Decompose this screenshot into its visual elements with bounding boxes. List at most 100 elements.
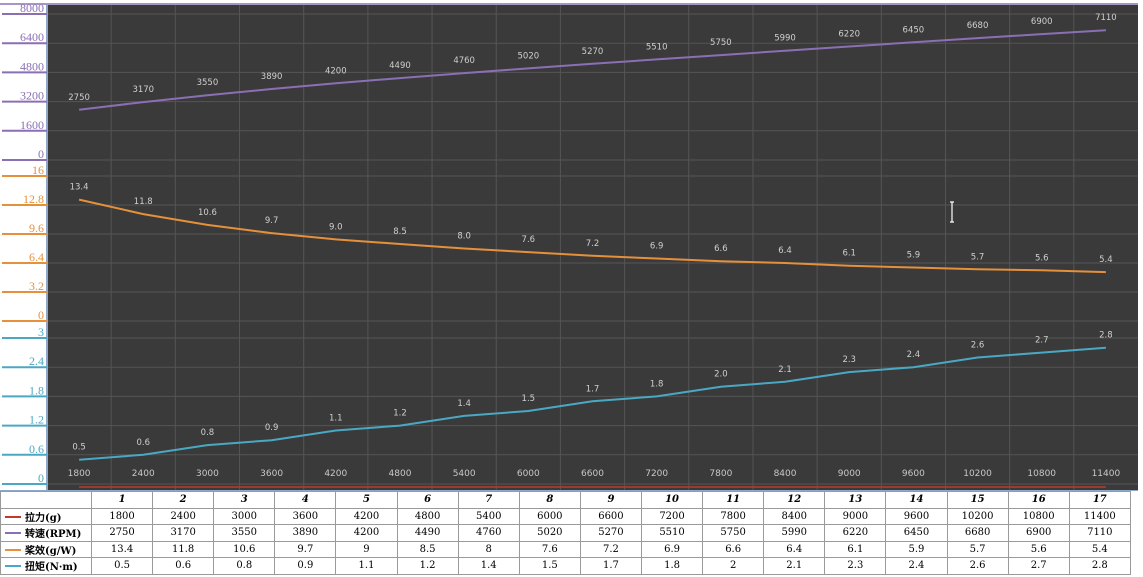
plot-background [47,5,1138,490]
legend-swatch [5,515,21,518]
data-label: 8.5 [393,227,407,237]
table-cell: 5510 [640,524,704,542]
x-tick-label: 4200 [324,469,347,479]
column-header: 14 [885,491,948,509]
data-label: 5.6 [1035,253,1049,263]
x-tick-label: 4800 [389,469,412,479]
column-header: 17 [1068,491,1131,509]
y-tick-label: 0 [38,308,44,322]
table-cell: 4760 [457,524,520,542]
table-cell: 2750 [90,524,154,542]
text-cursor-icon [950,201,954,223]
x-tick-label: 10800 [1027,469,1056,479]
table-cell: 5750 [702,524,765,542]
data-label: 5510 [646,42,668,52]
table-cell: 3000 [213,507,276,525]
column-header: 16 [1007,491,1070,509]
y-tick-label: 2.4 [29,354,44,368]
y-tick-label: 0 [38,471,44,485]
data-label: 6450 [903,25,925,35]
x-tick-label: 3600 [260,469,283,479]
data-label: 2.7 [1035,336,1049,346]
row-label: 拉力(g) [25,512,62,524]
table-corner-cell [0,491,92,509]
data-label: 10.6 [198,208,217,218]
table-cell: 11400 [1068,507,1131,525]
table-cell: 1.5 [518,557,581,575]
column-header: 2 [152,491,215,509]
x-tick-label: 9600 [902,469,925,479]
data-label: 3890 [261,72,283,82]
data-label: 5.4 [1099,255,1113,265]
data-label: 5750 [710,38,732,48]
table-row: 转速(RPM) 2750 3170 3550 3890 4200 4490 4760 5020 5… [0,524,1131,542]
column-header: 7 [457,491,520,509]
row-header: 拉力(g) [0,507,92,525]
table-cell: 6680 [946,524,1009,542]
y-tick-label: 8000 [20,1,44,15]
data-label: 6900 [1031,17,1053,27]
data-label: 8.0 [457,232,471,242]
data-label: 6.6 [714,244,728,254]
table-cell: 4490 [396,524,459,542]
y-tick-label: 9.6 [29,221,44,235]
table-cell: 3550 [213,524,276,542]
table-cell: 5270 [579,524,642,542]
data-label: 5.9 [907,251,921,261]
data-label: 1.5 [522,394,536,404]
y-tick-label: 3200 [20,89,44,103]
y-tick-label: 1.8 [29,383,44,397]
data-label: 6680 [967,21,989,31]
table-cell: 10800 [1007,507,1070,525]
column-header: 10 [640,491,704,509]
table-cell: 11.8 [152,540,215,558]
column-header: 13 [824,491,887,509]
legend-swatch [5,565,21,567]
data-label: 3550 [197,78,219,88]
x-tick-label: 1800 [68,469,91,479]
data-label: 0.6 [136,438,150,448]
x-tick-label: 10200 [963,469,992,479]
column-header: 1 [90,491,154,509]
x-tick-label: 2400 [132,469,155,479]
table-cell: 6.6 [702,540,765,558]
data-label: 7.2 [586,239,600,249]
table-cell: 4200 [335,524,398,542]
column-header: 12 [763,491,826,509]
chart: 8000 6400 4800 3200 1600 0 16 12.8 9.6 6.4 3.2 0 3 2.… [0,1,1138,492]
y-tick-label: 3 [38,325,44,339]
data-label: 7110 [1095,13,1117,23]
table-cell: 5400 [457,507,520,525]
table-cell: 13.4 [90,540,154,558]
table-cell: 2.3 [824,557,887,575]
table-cell: 5.6 [1007,540,1070,558]
data-label: 4490 [389,61,411,71]
row-header: 桨效(g/W) [0,540,92,558]
y-tick-label: 12.8 [23,192,44,206]
table-cell: 1.4 [457,557,520,575]
table-cell: 1800 [90,507,154,525]
table-cell: 7.6 [518,540,581,558]
data-label: 2.6 [971,340,985,350]
x-tick-label: 11400 [1092,469,1121,479]
y-tick-label: 1600 [20,118,44,132]
data-label: 0.5 [72,443,86,453]
data-label: 6220 [838,29,860,39]
x-tick-label: 6000 [517,469,540,479]
data-label: 9.0 [329,222,343,232]
table-cell: 6.4 [763,540,826,558]
table-cell: 5.4 [1068,540,1131,558]
table-cell: 7.2 [579,540,642,558]
x-tick-label: 5400 [453,469,476,479]
table-cell: 9600 [885,507,948,525]
table-cell: 2.4 [885,557,948,575]
table-body: 拉力(g) 1800 2400 3000 3600 4200 4800 5400 6000 660… [0,507,1131,575]
table-cell: 6.9 [640,540,704,558]
table-cell: 6.1 [824,540,887,558]
table-cell: 2400 [152,507,215,525]
y-tick-label: 16 [32,163,44,177]
column-header: 9 [579,491,642,509]
y-tick-label: 4800 [20,59,44,73]
table-cell: 6220 [824,524,887,542]
x-tick-label: 7800 [709,469,732,479]
